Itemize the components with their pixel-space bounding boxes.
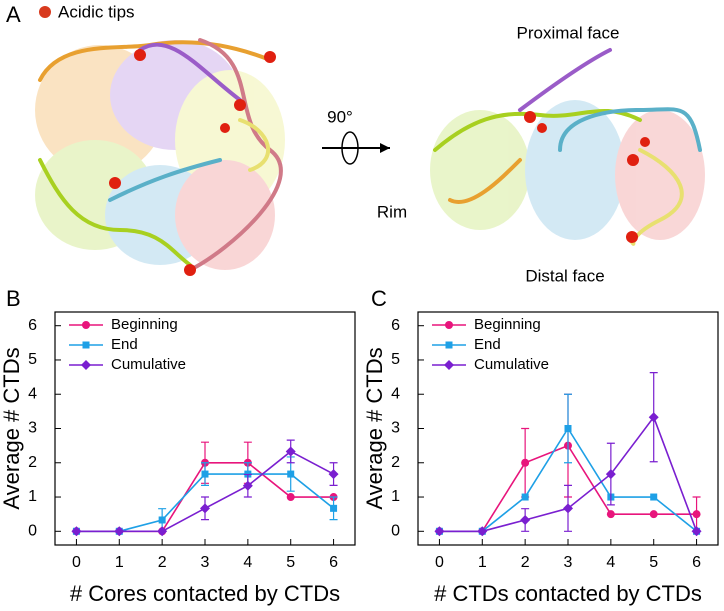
x-tick-label: 2 <box>158 554 167 571</box>
x-tick-label: 1 <box>115 554 124 571</box>
x-tick-label: 5 <box>649 554 658 571</box>
legend-label: Cumulative <box>474 356 549 373</box>
rotation-icon <box>341 131 359 165</box>
marker <box>286 493 295 502</box>
proximal-label: Proximal face <box>517 23 620 42</box>
y-tick-label: 1 <box>28 488 37 505</box>
marker <box>158 516 166 524</box>
x-tick-label: 3 <box>201 554 210 571</box>
y-tick-label: 4 <box>391 385 400 402</box>
y-tick-label: 5 <box>28 351 37 368</box>
x-tick-label: 4 <box>243 554 252 571</box>
marker <box>691 526 702 537</box>
distal-label: Distal face <box>525 266 604 285</box>
marker <box>242 480 253 491</box>
y-axis-label: Average # CTDs <box>0 347 24 509</box>
y-tick-label: 6 <box>391 317 400 334</box>
marker <box>201 470 209 478</box>
legend-label: Cumulative <box>111 356 186 373</box>
marker <box>445 321 453 329</box>
marker <box>287 470 295 478</box>
right-chains <box>433 48 702 246</box>
marker <box>521 493 529 501</box>
x-axis-label: # CTDs contacted by CTDs <box>434 581 702 606</box>
x-tick-label: 4 <box>606 554 615 571</box>
marker <box>606 510 615 519</box>
panel-label: B <box>6 286 21 311</box>
right-spheres <box>524 111 650 243</box>
marker <box>157 526 168 537</box>
y-tick-label: 4 <box>28 385 37 402</box>
legend-sphere <box>39 6 51 18</box>
x-tick-label: 6 <box>329 554 338 571</box>
panel-label: C <box>371 286 387 311</box>
marker <box>82 321 90 329</box>
marker <box>564 425 572 432</box>
panel-label: A <box>6 2 21 27</box>
y-tick-label: 1 <box>391 488 400 505</box>
left-chains <box>38 38 283 272</box>
x-axis-label: # Cores contacted by CTDs <box>70 581 340 606</box>
y-axis-label: Average # CTDs <box>362 347 387 509</box>
marker <box>605 469 616 480</box>
x-tick-label: 6 <box>692 554 701 571</box>
y-tick-label: 2 <box>391 454 400 471</box>
marker <box>82 341 90 349</box>
marker <box>200 503 210 514</box>
legend-text: Acidic tips <box>58 2 135 21</box>
marker <box>434 526 445 537</box>
marker <box>445 341 453 349</box>
legend-label: End <box>111 336 138 353</box>
marker <box>328 469 339 480</box>
y-tick-label: 6 <box>28 317 37 334</box>
marker <box>71 526 82 537</box>
panel-a: A Acidic tips 90° Proximal face Rim <box>6 2 705 285</box>
marker <box>520 514 531 525</box>
y-tick-label: 0 <box>28 523 37 540</box>
legend-label: Beginning <box>111 316 178 333</box>
x-tick-label: 2 <box>521 554 530 571</box>
y-tick-label: 5 <box>391 351 400 368</box>
marker <box>444 360 454 370</box>
y-tick-label: 3 <box>391 420 400 437</box>
y-tick-label: 3 <box>28 420 37 437</box>
legend-label: Beginning <box>474 316 541 333</box>
y-tick-label: 0 <box>391 523 400 540</box>
legend-label: End <box>474 336 501 353</box>
rotation-label: 90° <box>327 107 353 126</box>
y-tick-label: 2 <box>28 454 37 471</box>
marker <box>114 526 125 537</box>
marker <box>81 360 91 370</box>
marker <box>521 458 530 467</box>
x-tick-label: 0 <box>72 554 81 571</box>
marker <box>648 412 659 423</box>
marker <box>285 446 296 457</box>
rim-label: Rim <box>377 202 407 221</box>
marker <box>563 503 573 514</box>
left-surface <box>35 40 285 270</box>
x-tick-label: 3 <box>564 554 573 571</box>
marker <box>477 526 488 537</box>
x-tick-label: 5 <box>286 554 295 571</box>
marker <box>649 510 658 519</box>
marker <box>650 493 658 501</box>
x-tick-label: 1 <box>478 554 487 571</box>
marker <box>330 504 338 512</box>
left-spheres <box>109 49 276 276</box>
arrow-head <box>380 143 390 153</box>
x-tick-label: 0 <box>435 554 444 571</box>
marker <box>692 510 701 519</box>
